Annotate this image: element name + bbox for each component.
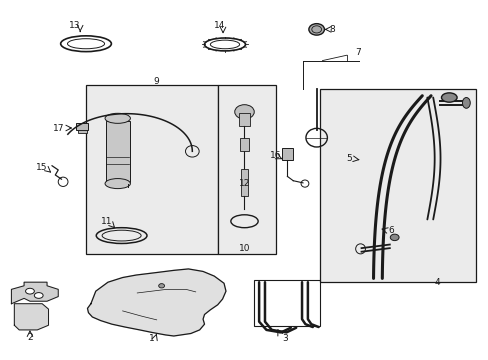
Text: 11: 11 <box>101 217 113 226</box>
Bar <box>239 138 249 151</box>
Ellipse shape <box>308 24 324 35</box>
Ellipse shape <box>462 98 469 108</box>
Text: 8: 8 <box>329 25 334 34</box>
Ellipse shape <box>105 179 130 189</box>
Text: 6: 6 <box>387 226 393 235</box>
Ellipse shape <box>105 113 130 123</box>
Text: 4: 4 <box>433 278 439 287</box>
Bar <box>238 113 250 126</box>
Ellipse shape <box>234 105 254 119</box>
Text: 1: 1 <box>149 334 154 343</box>
Text: 10: 10 <box>238 244 250 253</box>
Bar <box>320 89 475 282</box>
Text: 7: 7 <box>354 48 360 57</box>
Ellipse shape <box>158 284 164 288</box>
Polygon shape <box>14 304 48 330</box>
Bar <box>86 85 217 253</box>
Bar <box>76 123 88 130</box>
Bar <box>78 130 87 133</box>
Text: 5: 5 <box>346 154 351 163</box>
Text: 3: 3 <box>282 334 287 343</box>
Polygon shape <box>87 269 225 336</box>
Ellipse shape <box>441 93 456 102</box>
Text: 2: 2 <box>27 333 33 342</box>
Text: 15: 15 <box>36 163 48 172</box>
Ellipse shape <box>25 288 34 294</box>
Text: 12: 12 <box>238 179 250 188</box>
Bar <box>241 169 247 196</box>
Text: 13: 13 <box>69 21 81 30</box>
Text: 16: 16 <box>270 151 282 160</box>
Bar <box>254 280 320 326</box>
Polygon shape <box>11 282 58 304</box>
Text: 14: 14 <box>213 21 224 30</box>
Text: 17: 17 <box>52 123 64 132</box>
Ellipse shape <box>389 234 398 240</box>
Text: 9: 9 <box>154 77 159 86</box>
Ellipse shape <box>34 293 43 298</box>
Bar <box>105 121 130 182</box>
Bar <box>217 85 276 253</box>
Bar <box>281 148 293 160</box>
